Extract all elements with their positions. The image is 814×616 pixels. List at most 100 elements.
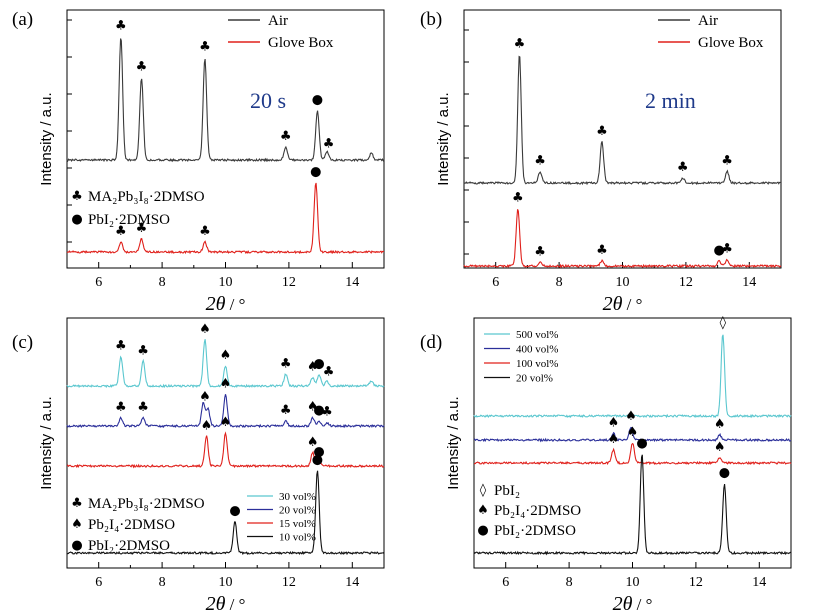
peak-marker: ♣ — [280, 403, 292, 418]
peak-marker: ♣ — [115, 224, 127, 239]
peak-marker: ♠ — [201, 418, 213, 433]
peak-marker: ● — [310, 165, 321, 180]
peak-marker: ♠ — [714, 440, 726, 455]
peak-marker: ● — [636, 436, 647, 451]
x-tick-label: 6 — [95, 575, 102, 590]
y-axis-label: Intensity / a.u. — [38, 92, 55, 185]
x-tick-label: 6 — [502, 575, 509, 590]
legend-phase-label: Pb₂I₄·2DMSO — [494, 503, 581, 519]
series-line — [66, 394, 385, 429]
legend-symbol: ● — [477, 523, 488, 538]
series-line — [66, 38, 385, 163]
peak-marker: ♣ — [115, 400, 127, 415]
peak-marker: ♣ — [280, 129, 292, 144]
y-axis-label: Intensity / a.u. — [435, 92, 452, 185]
peak-marker: ● — [313, 356, 324, 371]
peak-marker: ♣ — [534, 153, 546, 168]
peak-marker: ♠ — [625, 409, 637, 424]
x-tick-label: 10 — [616, 275, 630, 290]
legend-phase-label: PbI₂·2DMSO — [494, 523, 576, 539]
peak-marker: ♠ — [608, 415, 620, 430]
legend-label: 500 vol% — [516, 329, 558, 341]
series-line — [463, 209, 782, 269]
legend-symbol: ◊ — [480, 483, 487, 498]
series-line — [473, 442, 792, 466]
legend-label: 20 vol% — [279, 505, 316, 517]
legend-symbol: ♣ — [71, 189, 83, 204]
panel-c: 6 8 10 12 14(c)2θ / °Intensity / a.u.♣ ♣♠♠♣ ♠●… — [12, 317, 385, 615]
legend-symbol: ● — [71, 212, 82, 227]
peak-marker: ♣ — [512, 190, 524, 205]
x-tick-label: 8 — [159, 575, 166, 590]
peak-marker: ♣ — [137, 400, 149, 415]
peak-marker: ♣ — [115, 18, 127, 33]
series-line — [463, 55, 782, 186]
peak-marker: ♠ — [220, 377, 232, 392]
x-tick-label: 12 — [282, 275, 296, 290]
peak-marker: ♠ — [307, 360, 319, 375]
x-tick-label: 10 — [219, 275, 233, 290]
legend-label: 400 vol% — [516, 344, 558, 356]
peak-marker: ● — [229, 504, 240, 519]
x-tick-label: 8 — [566, 575, 573, 590]
series-line — [66, 182, 385, 255]
legend-phase-label: PbI₂·2DMSO — [88, 212, 170, 228]
x-tick-label: 6 — [492, 275, 499, 290]
peak-marker: ♣ — [321, 405, 333, 420]
x-tick-label: 12 — [679, 275, 693, 290]
peak-marker: ◊ — [720, 316, 727, 331]
legend-label: 30 vol% — [279, 491, 316, 503]
peak-marker: ♣ — [534, 245, 546, 260]
legend-phase-label: PbI₂ — [494, 483, 520, 499]
x-tick-label: 14 — [742, 275, 756, 290]
legend-label: 10 vol% — [279, 532, 316, 544]
peak-marker: ● — [312, 453, 323, 468]
x-tick-label: 12 — [282, 575, 296, 590]
peak-marker: ● — [313, 445, 324, 460]
panel-label: (b) — [420, 9, 442, 30]
legend-symbol: ♠ — [477, 503, 489, 518]
peak-marker: ♣ — [280, 356, 292, 371]
x-axis-label: 2θ / ° — [613, 593, 653, 615]
peak-marker: ♣ — [721, 153, 733, 168]
peak-marker: ♣ — [199, 40, 211, 55]
peak-marker: ♠ — [307, 400, 319, 415]
series-line — [473, 454, 792, 556]
series-line — [66, 431, 385, 469]
time-annotation: 20 s — [250, 88, 286, 113]
legend-phase-label: PbI₂·2DMSO — [88, 538, 170, 554]
peak-marker: ♣ — [677, 160, 689, 175]
peak-marker: ♠ — [627, 425, 639, 440]
peak-marker: ♣ — [721, 241, 733, 256]
legend-symbol: ● — [71, 538, 82, 553]
panel-label: (a) — [12, 9, 33, 30]
legend-label: Air — [268, 13, 288, 29]
legend-label: 20 vol% — [516, 373, 553, 385]
peak-marker: ● — [714, 243, 725, 258]
peak-marker: ♣ — [199, 224, 211, 239]
y-axis-label: Intensity / a.u. — [445, 396, 462, 489]
legend-phase-label: Pb₂I₄·2DMSO — [88, 517, 175, 533]
x-tick-label: 12 — [689, 575, 703, 590]
legend-phase-label: MA₂Pb₃I₈·2DMSO — [88, 189, 205, 205]
peak-marker: ♣ — [136, 221, 148, 236]
peak-marker: ♠ — [307, 435, 319, 450]
peak-marker: ♣ — [514, 36, 526, 51]
legend-label: Air — [698, 13, 718, 29]
series-line — [473, 334, 792, 419]
series-line — [473, 426, 792, 443]
peak-marker: ♣ — [596, 243, 608, 258]
peak-marker: ♣ — [115, 338, 127, 353]
x-tick-label: 8 — [556, 275, 563, 290]
x-axis-label: 2θ / ° — [206, 593, 246, 615]
legend-label: Glove Box — [268, 35, 334, 51]
panel-a: 6 8 10 12 14(a)2θ / °Intensity / a.u.♣♣♣♣●♣♣… — [12, 9, 385, 315]
peak-marker: ♣ — [323, 137, 335, 152]
legend-label: 15 vol% — [279, 518, 316, 530]
y-axis-label: Intensity / a.u. — [38, 396, 55, 489]
legend-label: 100 vol% — [516, 358, 558, 370]
x-tick-label: 14 — [345, 275, 359, 290]
legend-symbol: ♠ — [71, 517, 83, 532]
panel-b: 6 8 10 12 14 (b) 2θ / ° Intensity / a.u. ♣ ♣ ♣ ♣ ♣ ♣ ♣… — [420, 9, 782, 315]
